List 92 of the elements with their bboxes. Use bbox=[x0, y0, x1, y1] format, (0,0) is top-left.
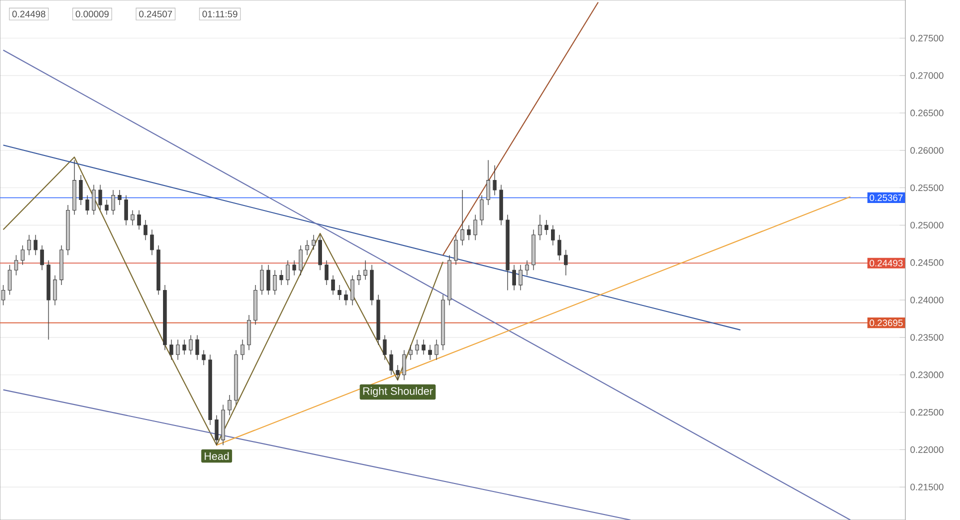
candlestick bbox=[525, 260, 529, 276]
candlestick bbox=[169, 339, 174, 360]
ref-line-label: 0.23695 bbox=[870, 320, 903, 326]
candlestick bbox=[182, 339, 186, 355]
candlestick bbox=[144, 220, 148, 240]
candlestick bbox=[324, 260, 328, 286]
candlestick bbox=[272, 270, 277, 296]
candlestick bbox=[389, 350, 394, 376]
y-tick-label: 0.22500 bbox=[910, 408, 944, 416]
candlestick bbox=[344, 290, 348, 306]
annotation: 0.24507 bbox=[139, 10, 172, 18]
y-tick-label: 0.26500 bbox=[910, 110, 944, 116]
candlestick bbox=[298, 245, 303, 276]
annotation: 0.00009 bbox=[76, 10, 109, 18]
candlestick bbox=[357, 270, 361, 286]
candlestick bbox=[312, 234, 316, 250]
candlestick bbox=[202, 350, 206, 366]
candlestick bbox=[460, 190, 464, 246]
candlestick bbox=[512, 264, 516, 291]
candlestick bbox=[118, 190, 122, 206]
y-tick-label: 0.26000 bbox=[910, 147, 944, 154]
candlestick bbox=[396, 364, 400, 380]
candlestick bbox=[195, 334, 200, 360]
candlestick bbox=[260, 264, 264, 296]
candlestick bbox=[53, 274, 57, 306]
candlestick bbox=[473, 214, 478, 240]
candlestick bbox=[492, 165, 497, 196]
candlestick bbox=[14, 254, 18, 276]
annotation: 0.24498 bbox=[12, 10, 46, 18]
candlestick bbox=[228, 394, 232, 416]
candlestick bbox=[34, 234, 38, 256]
candlestick bbox=[428, 344, 432, 360]
candlestick bbox=[240, 339, 244, 360]
candlestick bbox=[480, 194, 484, 226]
candlestick bbox=[124, 194, 128, 226]
candlestick bbox=[402, 350, 406, 380]
candlestick bbox=[415, 339, 419, 355]
candlestick bbox=[544, 220, 548, 236]
annotation: 01:11:59 bbox=[202, 10, 238, 18]
candlestick bbox=[137, 210, 141, 230]
candlestick bbox=[338, 284, 342, 300]
candlestick bbox=[78, 174, 83, 206]
candlestick bbox=[466, 224, 471, 240]
candlestick bbox=[305, 240, 310, 256]
candlestick bbox=[111, 190, 116, 216]
candlestick bbox=[85, 194, 90, 216]
candlestick bbox=[538, 214, 542, 240]
candlestick bbox=[40, 245, 44, 270]
candlestick bbox=[98, 184, 102, 211]
candlestick bbox=[382, 334, 387, 360]
candlestick bbox=[188, 334, 193, 355]
candlestick bbox=[434, 339, 438, 360]
y-tick-label: 0.27000 bbox=[910, 72, 944, 79]
candlestick bbox=[518, 264, 522, 291]
candlestick bbox=[331, 274, 335, 296]
candlestick bbox=[266, 264, 270, 296]
y-tick-label: 0.22000 bbox=[910, 446, 944, 453]
y-tick-label: 0.27500 bbox=[910, 34, 944, 42]
candlestick bbox=[551, 224, 555, 246]
candlestick bbox=[214, 414, 219, 446]
y-tick-label: 0.24000 bbox=[910, 296, 944, 304]
candlestick bbox=[279, 270, 284, 286]
candlestick bbox=[8, 264, 12, 296]
candlestick bbox=[286, 260, 290, 286]
ref-line-label: 0.25367 bbox=[870, 194, 903, 202]
y-tick-label: 0.23500 bbox=[910, 334, 944, 341]
y-tick-label: 0.23000 bbox=[910, 372, 944, 378]
candlestick bbox=[422, 339, 426, 355]
candlestick bbox=[350, 274, 354, 306]
candlestick bbox=[130, 210, 134, 226]
annotation: Head bbox=[204, 452, 229, 460]
candlestick bbox=[363, 260, 368, 280]
candlestick bbox=[557, 234, 562, 261]
candlestick bbox=[92, 184, 96, 216]
y-tick-label: 0.21500 bbox=[910, 484, 944, 490]
candlestick bbox=[150, 229, 154, 256]
candlestick bbox=[486, 160, 490, 206]
candlestick bbox=[27, 234, 31, 256]
y-tick-label: 0.24500 bbox=[910, 259, 944, 266]
candlestick bbox=[104, 199, 109, 216]
y-tick-label: 0.25000 bbox=[910, 222, 944, 228]
candlestick bbox=[176, 339, 180, 360]
candlestick bbox=[292, 260, 296, 276]
candlestick bbox=[1, 284, 6, 306]
y-tick-label: 0.25500 bbox=[910, 184, 944, 192]
line-series bbox=[2, 156, 444, 446]
ref-line-label: 0.24493 bbox=[870, 260, 903, 266]
candlestick bbox=[454, 234, 458, 266]
candlestick bbox=[20, 245, 25, 266]
annotation: Right Shoulder bbox=[363, 386, 433, 397]
candlestick bbox=[408, 344, 413, 360]
candlestick bbox=[564, 250, 568, 276]
